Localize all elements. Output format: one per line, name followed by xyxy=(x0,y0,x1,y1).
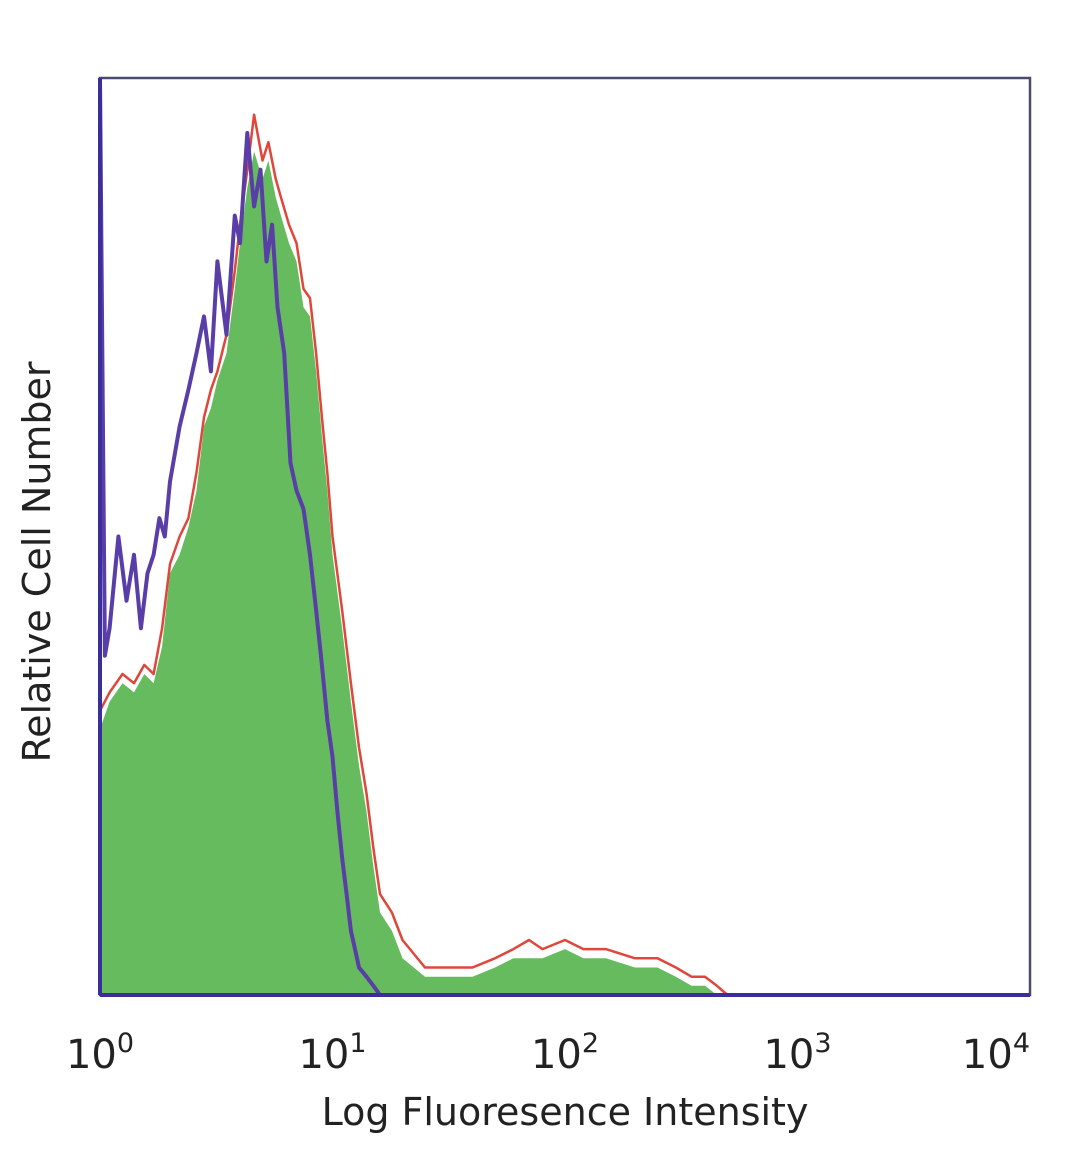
x-tick-label: 101 xyxy=(298,1028,366,1078)
x-tick-label: 103 xyxy=(763,1028,831,1078)
x-axis-title: Log Fluoresence Intensity xyxy=(322,1090,809,1134)
series-layer xyxy=(98,77,729,997)
x-tick-labels: 100 101 102 103 104 xyxy=(66,1028,1030,1078)
x-tick-label: 102 xyxy=(531,1028,599,1078)
series-red-outline xyxy=(98,113,729,996)
x-tick-label: 100 xyxy=(66,1028,134,1078)
series-filled-area xyxy=(100,151,717,995)
y-axis-title: Relative Cell Number xyxy=(15,361,59,762)
series-purple-outline xyxy=(98,77,382,997)
x-tick-label: 104 xyxy=(962,1028,1030,1078)
